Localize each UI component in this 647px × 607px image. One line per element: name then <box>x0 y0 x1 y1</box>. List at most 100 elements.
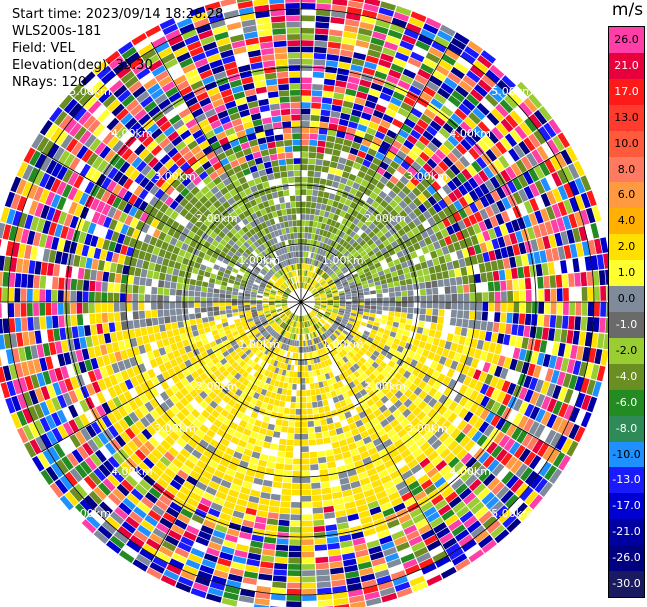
radar-gate <box>145 215 155 226</box>
radar-gate <box>280 171 288 178</box>
radar-gate <box>79 337 87 349</box>
radar-gate <box>225 305 232 310</box>
radar-gate <box>158 545 174 558</box>
radar-gate <box>260 353 267 361</box>
radar-gate <box>359 21 375 31</box>
radar-gate <box>151 302 157 310</box>
radar-gate <box>319 248 324 256</box>
radar-gate <box>445 542 461 555</box>
radar-gate <box>309 278 313 284</box>
radar-gate <box>380 369 389 378</box>
radar-gate <box>339 334 346 340</box>
radar-gate <box>150 409 160 420</box>
radar-gate <box>379 433 390 443</box>
radar-gate <box>201 259 209 266</box>
radar-gate <box>171 135 183 147</box>
radar-gate <box>447 412 458 424</box>
radar-gate <box>101 302 108 313</box>
radar-gate <box>422 328 430 336</box>
radar-gate <box>497 333 505 344</box>
radar-gate <box>311 102 322 109</box>
radar-gate <box>309 383 315 390</box>
radar-gate <box>312 77 324 85</box>
radar-gate <box>399 175 410 186</box>
radar-gate <box>217 443 227 453</box>
radar-gate <box>335 169 343 177</box>
radar-gate <box>368 373 377 381</box>
radar-gate <box>314 165 322 172</box>
radar-gate <box>346 344 353 351</box>
radar-gate <box>368 88 381 98</box>
radar-gate <box>498 509 513 524</box>
radar-gate <box>270 392 277 399</box>
radar-gate <box>409 507 423 519</box>
radar-gate <box>215 319 222 325</box>
radar-gate <box>344 501 356 510</box>
radar-gate <box>256 366 263 373</box>
radar-gate <box>81 220 91 233</box>
radar-gate <box>370 302 377 306</box>
radar-gate <box>428 397 438 408</box>
radar-gate <box>378 496 390 506</box>
radar-gate <box>84 233 93 246</box>
radar-gate <box>432 70 446 82</box>
radar-gate <box>160 402 170 412</box>
radar-gate <box>88 291 95 302</box>
radar-gate <box>323 314 330 318</box>
radar-gate <box>463 302 470 311</box>
radar-gate <box>282 323 287 329</box>
radar-gate <box>363 361 371 369</box>
radar-gate <box>217 110 229 120</box>
radar-gate <box>163 142 175 154</box>
radar-gate <box>331 227 338 235</box>
radar-gate <box>286 439 294 446</box>
radar-gate <box>420 364 430 374</box>
radar-gate <box>178 108 191 119</box>
radar-gate <box>27 360 36 375</box>
radar-gate <box>339 306 346 309</box>
radar-gate <box>285 289 291 294</box>
radar-gate <box>270 443 279 451</box>
radar-gate <box>339 399 347 408</box>
radar-gate <box>309 320 313 326</box>
radar-gate <box>146 567 163 580</box>
radar-gate <box>550 432 562 448</box>
radar-gate <box>301 495 312 502</box>
radar-gate <box>222 201 231 210</box>
radar-gate <box>242 363 250 371</box>
radar-gate <box>370 305 377 310</box>
radar-gate <box>229 421 239 431</box>
radar-gate <box>295 353 299 359</box>
radar-gate <box>276 374 282 381</box>
radar-gate <box>97 127 110 141</box>
radar-gate <box>460 452 473 465</box>
radar-gate <box>271 287 278 292</box>
radar-gate <box>222 453 233 462</box>
radar-gate <box>271 312 278 317</box>
radar-gate <box>460 469 473 482</box>
radar-gate <box>251 271 258 277</box>
radar-gate <box>176 52 191 63</box>
radar-gate <box>179 161 191 172</box>
radar-gate <box>266 461 276 469</box>
radar-gate <box>154 263 162 272</box>
radar-gate <box>292 377 297 384</box>
radar-gate <box>236 325 243 331</box>
radar-gate <box>148 262 156 271</box>
radar-gate <box>282 275 287 281</box>
radar-gate <box>250 397 258 405</box>
radar-gate <box>453 352 462 362</box>
radar-gate <box>136 160 147 173</box>
radar-gate <box>386 558 402 569</box>
radar-gate <box>171 415 182 426</box>
radar-gate <box>490 524 506 539</box>
radar-gate <box>464 439 476 452</box>
radar-gate <box>231 85 244 94</box>
radar-gate <box>389 160 400 170</box>
radar-gate <box>310 115 320 122</box>
radar-gate <box>273 217 280 224</box>
radar-gate <box>136 336 144 346</box>
radar-gates <box>0 0 613 607</box>
radar-gate <box>423 462 435 474</box>
radar-gate <box>286 233 291 240</box>
